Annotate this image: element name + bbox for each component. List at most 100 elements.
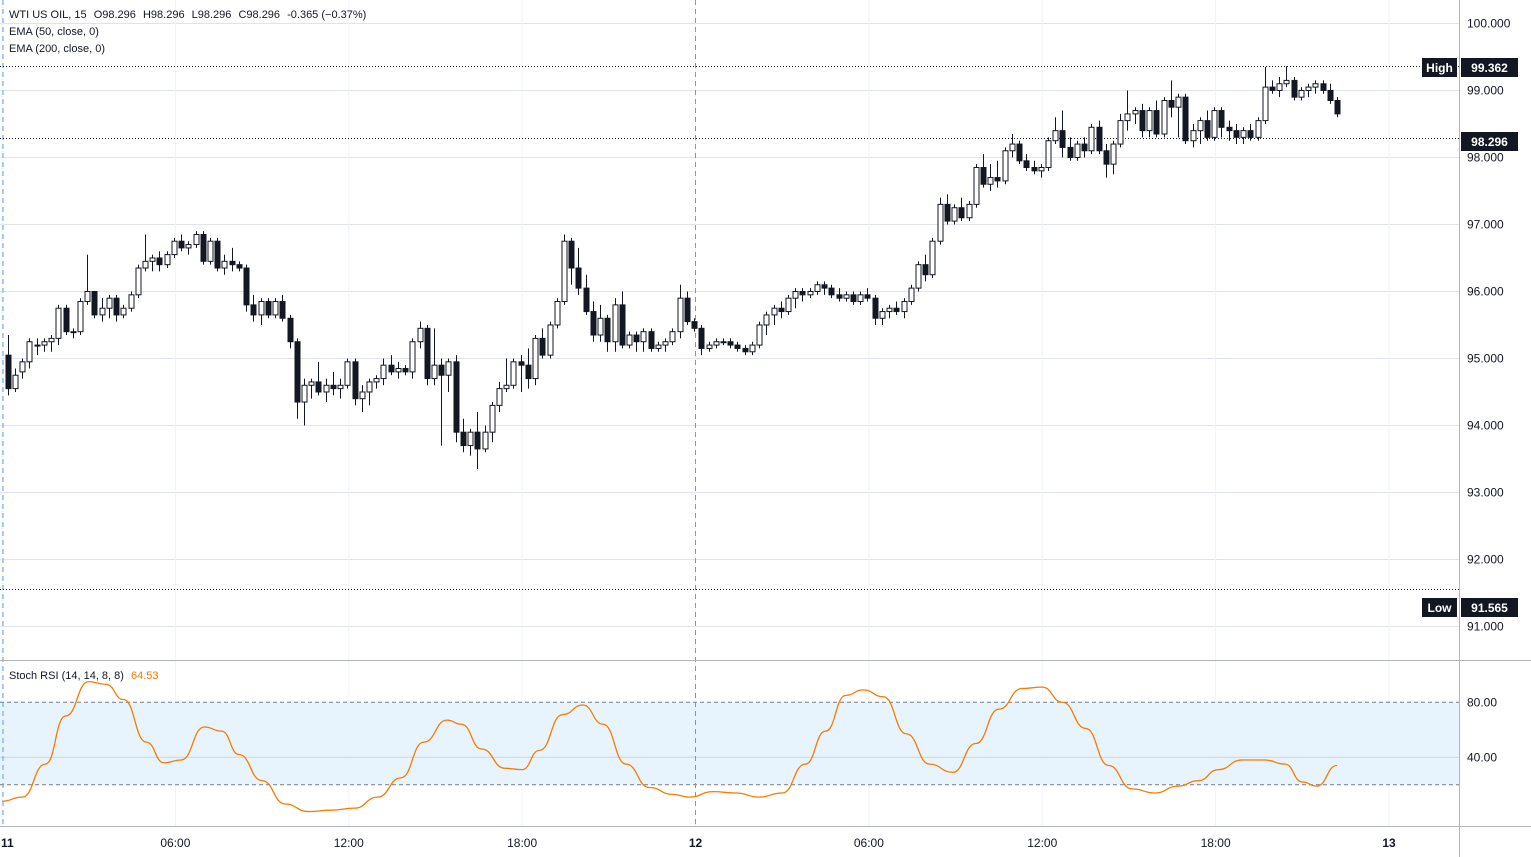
candle-body-down bbox=[539, 337, 546, 356]
candle bbox=[1124, 90, 1131, 131]
candle-body-down bbox=[236, 264, 243, 269]
candle bbox=[250, 294, 257, 322]
candle bbox=[626, 331, 633, 349]
candle bbox=[243, 264, 250, 312]
candle-body-down bbox=[590, 311, 597, 336]
price-axis-ticks: 100.000 99.000 98.000 97.000 96.000 95.000 94.… bbox=[1467, 16, 1511, 633]
candle-body-down bbox=[250, 304, 257, 316]
candle-body-down bbox=[113, 297, 120, 316]
candle-body-up bbox=[128, 294, 135, 309]
candle-body-down bbox=[893, 307, 900, 313]
candle-body-down bbox=[734, 344, 741, 349]
candle-body-up bbox=[843, 294, 850, 299]
candle-body-up bbox=[713, 341, 720, 346]
candle-body-up bbox=[34, 344, 41, 347]
candle bbox=[5, 335, 12, 396]
candle-body-up bbox=[1132, 110, 1139, 115]
candle bbox=[597, 304, 604, 342]
candle-body-down bbox=[864, 294, 871, 299]
candle-body-up bbox=[55, 307, 62, 339]
candle-body-down bbox=[315, 381, 322, 393]
candle bbox=[330, 371, 337, 396]
candle bbox=[258, 298, 265, 325]
candle-body-up bbox=[77, 301, 84, 333]
candle bbox=[1283, 66, 1290, 88]
candle-body-up bbox=[1161, 100, 1168, 135]
candle bbox=[698, 324, 705, 356]
candle-body-down bbox=[229, 260, 236, 266]
ema-200-legend[interactable]: EMA (200, close, 0) bbox=[9, 43, 105, 55]
candle-body-down bbox=[583, 287, 590, 313]
candle-body-up bbox=[1052, 130, 1059, 142]
candle bbox=[272, 298, 279, 319]
candle bbox=[12, 368, 19, 392]
candle-body-up bbox=[41, 341, 48, 346]
candle-body-up bbox=[106, 297, 113, 309]
time-tick-label: 12:00 bbox=[334, 836, 364, 850]
stoch-rsi-tick-label: 80.00 bbox=[1467, 695, 1497, 709]
candle bbox=[467, 428, 474, 456]
candle bbox=[1052, 117, 1059, 145]
candle bbox=[1096, 120, 1103, 155]
candle bbox=[445, 358, 452, 392]
candle-body-up bbox=[395, 368, 402, 373]
candle bbox=[1226, 120, 1233, 141]
candle-body-up bbox=[1240, 130, 1247, 138]
candle-body-up bbox=[373, 378, 380, 383]
candle bbox=[1211, 107, 1218, 141]
candle-body-up bbox=[901, 301, 908, 313]
candle-body-down bbox=[1334, 100, 1341, 115]
candle-body-up bbox=[1298, 89, 1305, 98]
candle-body-up bbox=[272, 301, 279, 316]
candle bbox=[308, 378, 315, 399]
candle-body-up bbox=[720, 341, 727, 344]
candle-body-down bbox=[91, 290, 98, 316]
candle-body-down bbox=[691, 321, 698, 329]
stoch-rsi-legend[interactable]: Stoch RSI (14, 14, 8, 8) 64.53 bbox=[9, 668, 163, 684]
candle bbox=[778, 301, 785, 319]
candle-body-up bbox=[1262, 86, 1269, 122]
candle-body-down bbox=[388, 364, 395, 373]
candlestick-series bbox=[5, 66, 1341, 470]
low-tag-label: Low bbox=[1428, 601, 1453, 615]
candle bbox=[561, 234, 568, 305]
candle bbox=[1312, 80, 1319, 94]
candle bbox=[1081, 137, 1088, 158]
candle-body-up bbox=[1146, 110, 1153, 132]
high-tag-label: High bbox=[1426, 61, 1453, 75]
candle bbox=[1074, 140, 1081, 161]
candle bbox=[662, 338, 669, 352]
candle bbox=[301, 378, 308, 426]
candle bbox=[19, 358, 26, 379]
candle bbox=[763, 311, 770, 336]
candle-body-up bbox=[510, 361, 517, 386]
candle-body-down bbox=[1023, 160, 1030, 169]
candle-body-up bbox=[1074, 143, 1081, 158]
candle-body-up bbox=[185, 244, 192, 249]
ohlc-open: O98.296 bbox=[93, 9, 136, 21]
price-tick-label: 92.000 bbox=[1467, 552, 1504, 566]
candle-body-down bbox=[821, 284, 828, 289]
candle bbox=[1298, 87, 1305, 101]
candle-body-up bbox=[929, 240, 936, 276]
candle-body-up bbox=[987, 177, 994, 185]
candle bbox=[1132, 107, 1139, 124]
candle-body-down bbox=[742, 347, 749, 353]
price-tick-label: 96.000 bbox=[1467, 284, 1504, 298]
candle-body-up bbox=[1312, 83, 1319, 88]
ema-50-legend[interactable]: EMA (50, close, 0) bbox=[9, 26, 99, 38]
candle-body-up bbox=[193, 234, 200, 246]
candle-body-up bbox=[1002, 150, 1009, 182]
candle bbox=[799, 288, 806, 302]
candle-body-down bbox=[922, 264, 929, 276]
candle bbox=[554, 298, 561, 329]
candle bbox=[1262, 67, 1269, 124]
candle bbox=[590, 301, 597, 342]
candle-body-up bbox=[879, 311, 886, 319]
candle bbox=[980, 154, 987, 188]
candle bbox=[633, 331, 640, 352]
candle bbox=[944, 194, 951, 225]
candle-body-up bbox=[323, 384, 330, 393]
candle bbox=[915, 261, 922, 292]
candle bbox=[106, 294, 113, 319]
